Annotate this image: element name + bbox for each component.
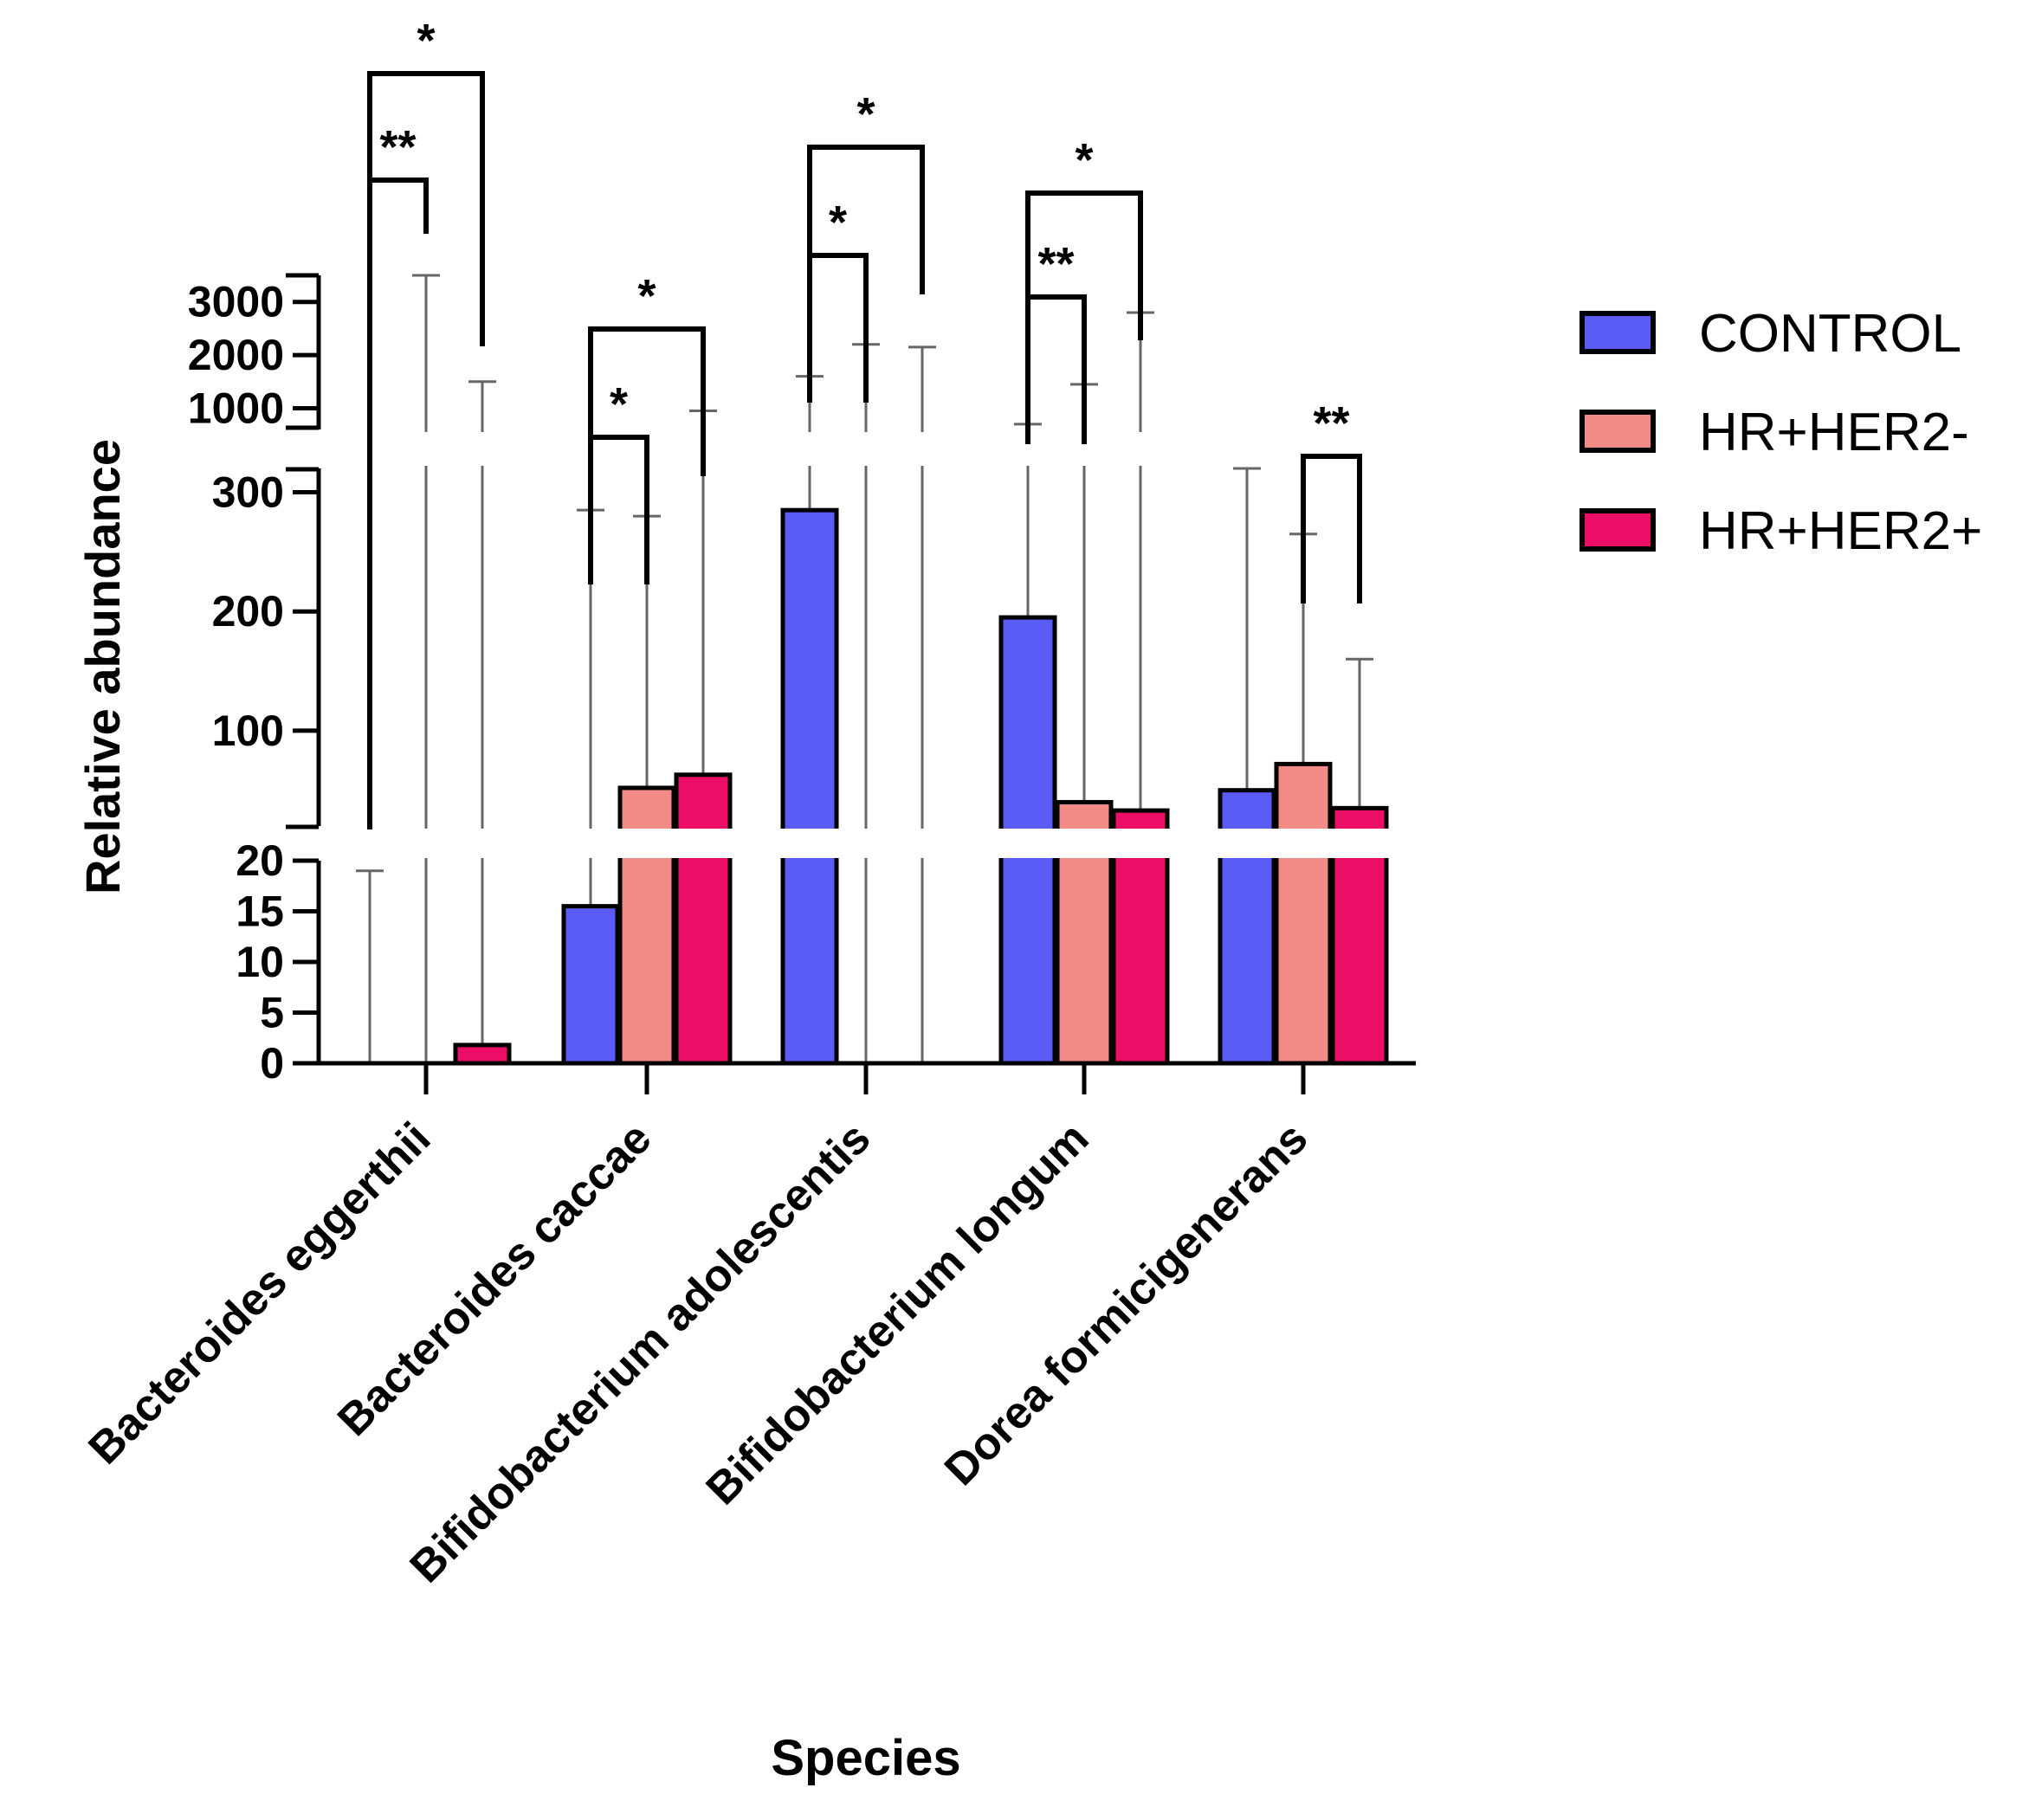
category-label: Bifidobacterium longum: [697, 1113, 1099, 1514]
significance-bracket: [1025, 190, 1143, 340]
significance-bracket: [367, 71, 485, 829]
legend-label: HR+HER2-: [1699, 403, 1969, 462]
legend-swatch: [1579, 311, 1656, 354]
y-tick-label: 5: [260, 989, 284, 1037]
legend: CONTROL HR+HER2- HR+HER2+: [1579, 304, 1982, 561]
bar: [780, 507, 839, 1066]
significance-bracket: [1025, 294, 1087, 444]
category-label: Bifidobacterium adolescentis: [401, 1113, 881, 1592]
significance-brackets: ************: [367, 15, 1362, 829]
significance-label: **: [1313, 397, 1349, 449]
category-label: Dorea formicigenerans: [935, 1113, 1318, 1495]
significance-bracket: [588, 326, 706, 476]
axis-break-gap: [301, 829, 1433, 858]
y-tick-label: 2000: [188, 331, 284, 379]
y-tick-label: 15: [236, 887, 284, 936]
axis-break-gap: [301, 432, 1433, 466]
significance-label: *: [417, 15, 435, 67]
y-tick-label: 10: [236, 938, 284, 986]
significance-label: *: [829, 197, 847, 248]
bar: [674, 772, 733, 1066]
significance-label: *: [637, 270, 656, 322]
y-tick-label: 3000: [188, 278, 284, 326]
axis-break-gaps: [301, 432, 1433, 858]
significance-label: *: [610, 378, 628, 430]
bar: [561, 904, 620, 1066]
significance-bracket: [588, 435, 649, 584]
y-tick-label: 200: [212, 587, 284, 636]
significance-label: *: [1075, 134, 1093, 186]
y-tick-label: 300: [212, 468, 284, 517]
significance-bracket: [367, 177, 429, 829]
legend-label: CONTROL: [1699, 304, 1961, 364]
legend-label: HR+HER2+: [1699, 501, 1982, 561]
x-axis-label: Species: [771, 1730, 960, 1786]
legend-swatch: [1579, 410, 1656, 453]
significance-bracket: [807, 145, 925, 294]
significance-label: **: [379, 121, 416, 173]
significance-bracket: [807, 253, 869, 403]
significance-label: *: [856, 88, 875, 140]
bar: [453, 1042, 512, 1066]
y-tick-label: 1000: [188, 384, 284, 432]
significance-bracket: [1301, 454, 1362, 603]
y-tick-label: 0: [260, 1039, 284, 1087]
legend-swatch: [1579, 508, 1656, 552]
y-axis-label: Relative abundance: [75, 439, 130, 894]
y-tick-label: 20: [236, 836, 284, 885]
y-tick-label: 100: [212, 707, 284, 755]
bar: [1274, 761, 1333, 1066]
significance-label: **: [1037, 238, 1074, 290]
